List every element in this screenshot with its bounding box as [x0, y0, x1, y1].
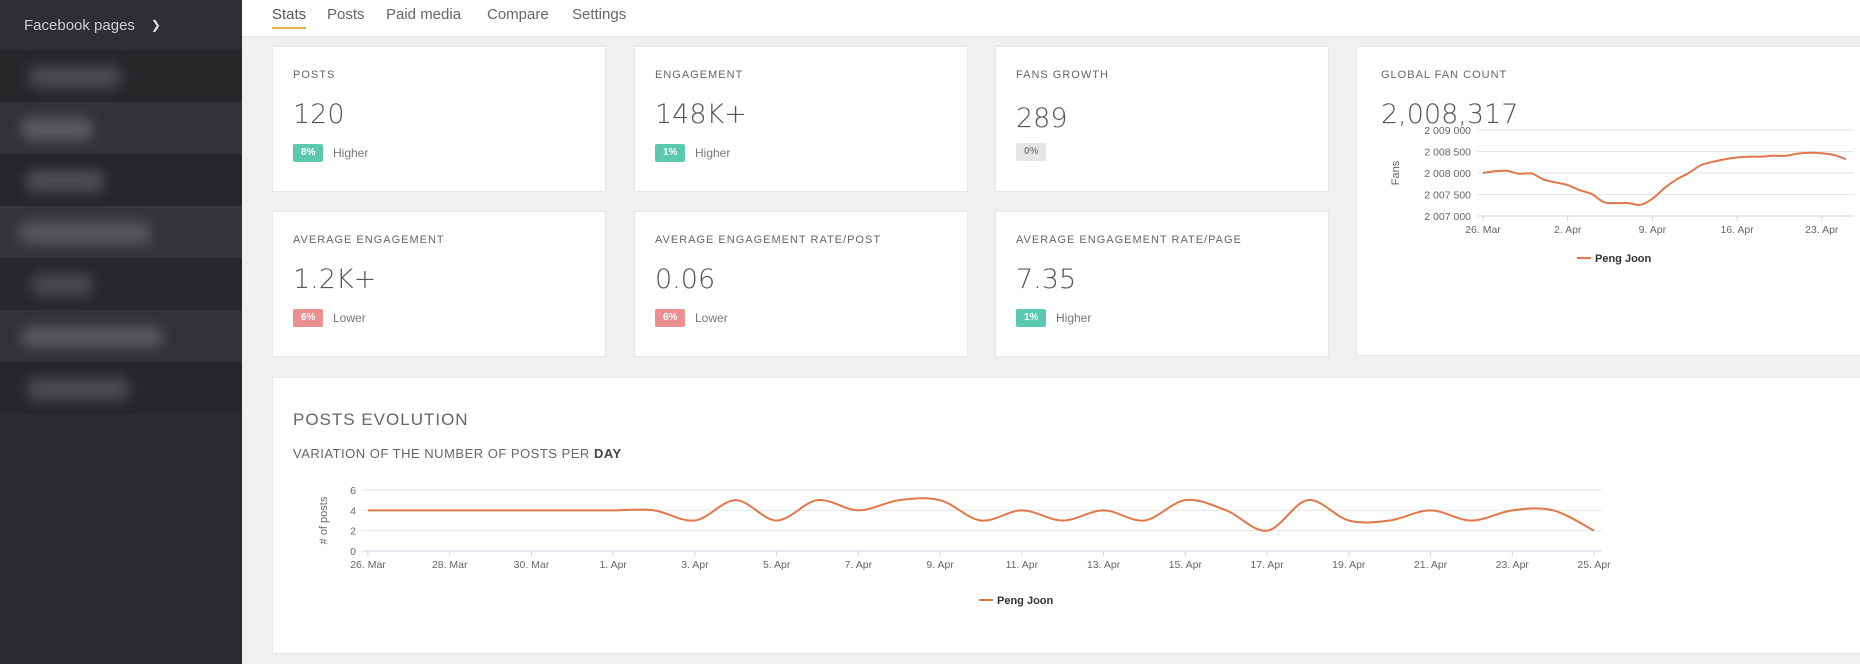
- global-fan-count-value: 2,008,317: [1381, 99, 1519, 130]
- kpi-label: AVERAGE ENGAGEMENT: [293, 234, 445, 246]
- change-badge: 1%: [1016, 309, 1047, 327]
- x-tick-label: 26. Mar: [350, 559, 386, 571]
- sidebar-item[interactable]: [0, 362, 242, 414]
- blurred-page-name: [28, 378, 128, 400]
- kpi-card-average-engagement: AVERAGE ENGAGEMENT 1.2K+ 6% Lower: [272, 211, 606, 357]
- subtitle-period: DAY: [593, 446, 622, 461]
- kpi-label: FANS GROWTH: [1016, 69, 1109, 81]
- kpi-value: 7.35: [1016, 264, 1077, 295]
- x-tick-label: 17. Apr: [1250, 559, 1284, 571]
- sidebar-item[interactable]: [0, 258, 242, 310]
- kpi-card-fans-growth: FANS GROWTH 289 0%: [995, 46, 1329, 192]
- kpi-card-average-engagement-rate-page: AVERAGE ENGAGEMENT RATE/PAGE 7.35 1% Hig…: [995, 211, 1329, 357]
- change-badge: 1%: [655, 144, 686, 162]
- blurred-page-name: [22, 326, 162, 348]
- kpi-value: 120: [293, 99, 345, 130]
- tab-paid-media[interactable]: Paid media: [386, 6, 462, 23]
- blurred-page-name: [22, 118, 92, 140]
- kpi-value: 289: [1016, 103, 1068, 134]
- kpi-value: 0.06: [655, 264, 716, 295]
- sidebar-item[interactable]: [0, 206, 242, 258]
- subtitle-text: VARIATION OF THE NUMBER OF POSTS PER: [293, 446, 590, 461]
- kpi-value: 148K+: [655, 99, 747, 130]
- x-tick-label: 16. Apr: [1720, 224, 1754, 236]
- y-tick-label: 2 008 000: [1424, 168, 1471, 180]
- y-tick-label: 2 007 500: [1424, 190, 1471, 202]
- kpi-label: ENGAGEMENT: [655, 69, 744, 81]
- change-note: Lower: [695, 311, 728, 325]
- sidebar-item[interactable]: [0, 310, 242, 362]
- y-tick-label: 2: [350, 526, 356, 538]
- sidebar-item[interactable]: [0, 50, 242, 102]
- y-tick-label: 6: [350, 485, 356, 497]
- kpi-label: AVERAGE ENGAGEMENT RATE/PAGE: [1016, 234, 1242, 246]
- x-tick-label: 26. Mar: [1465, 224, 1501, 236]
- tab-stats[interactable]: Stats: [272, 6, 307, 29]
- global-fan-count-card: GLOBAL FAN COUNT 2,008,317 2 007 000 2 00…: [1356, 46, 1860, 356]
- kpi-label: POSTS: [293, 69, 336, 81]
- fan-count-chart: 2 007 000 2 007 500 2 008 000 2 008 500 2 00…: [1390, 125, 1854, 265]
- tab-posts[interactable]: Posts: [327, 6, 365, 23]
- x-tick-label: 11. Apr: [1006, 559, 1039, 571]
- kpi-value: 1.2K+: [293, 264, 377, 295]
- x-tick-label: 30. Mar: [514, 559, 550, 571]
- y-tick-label: 0: [350, 546, 356, 558]
- posts-evolution-chart: 0 2 4 6 26. Mar 28. Mar 30. Mar 1. Apr 3. Apr 5. …: [318, 485, 1611, 607]
- x-tick-label: 19. Apr: [1332, 559, 1366, 571]
- y-tick-label: 2 008 500: [1424, 147, 1471, 159]
- blurred-page-name: [32, 274, 92, 296]
- y-tick-label: 2 007 000: [1424, 211, 1471, 223]
- y-tick-label: 2 009 000: [1424, 125, 1471, 137]
- blurred-page-name: [20, 222, 150, 244]
- x-tick-label: 7. Apr: [845, 559, 873, 571]
- kpi-card-engagement: ENGAGEMENT 148K+ 1% Higher: [634, 46, 968, 192]
- global-fan-count-label: GLOBAL FAN COUNT: [1381, 69, 1508, 81]
- x-tick-label: 9. Apr: [926, 559, 954, 571]
- legend-label: Peng Joon: [1595, 253, 1652, 265]
- x-tick-label: 25. Apr: [1577, 559, 1611, 571]
- change-note: Lower: [333, 311, 366, 325]
- top-nav: Stats Posts Paid media Compare Settings: [242, 0, 1860, 37]
- kpi-card-average-engagement-rate-post: AVERAGE ENGAGEMENT RATE/POST 0.06 6% Low…: [634, 211, 968, 357]
- x-tick-label: 1. Apr: [599, 559, 627, 571]
- x-tick-label: 13. Apr: [1087, 559, 1121, 571]
- x-tick-label: 3. Apr: [681, 559, 709, 571]
- kpi-label: AVERAGE ENGAGEMENT RATE/POST: [655, 234, 882, 246]
- posts-evolution-subtitle: VARIATION OF THE NUMBER OF POSTS PER DAY: [293, 446, 622, 461]
- change-note: Higher: [333, 146, 369, 160]
- change-note: Higher: [1056, 311, 1092, 325]
- chevron-down-icon[interactable]: ❯: [150, 18, 161, 32]
- x-tick-label: 9. Apr: [1639, 224, 1667, 236]
- blurred-page-name: [26, 170, 104, 192]
- series-line: [368, 497, 1595, 532]
- sidebar-item[interactable]: [0, 154, 242, 206]
- sidebar-title: Facebook pages: [24, 16, 135, 34]
- series-line: [1482, 151, 1847, 206]
- y-tick-label: 4: [350, 505, 356, 517]
- kpi-card-posts: POSTS 120 8% Higher: [272, 46, 606, 192]
- x-tick-label: 2. Apr: [1554, 224, 1582, 236]
- change-badge: 6%: [655, 309, 686, 327]
- change-note: Higher: [695, 146, 731, 160]
- x-tick-label: 23. Apr: [1496, 559, 1530, 571]
- change-badge: 0%: [1016, 143, 1047, 161]
- sidebar-item[interactable]: [0, 102, 242, 154]
- tab-compare[interactable]: Compare: [487, 6, 549, 23]
- x-tick-label: 21. Apr: [1414, 559, 1448, 571]
- sidebar: Facebook pages ❯: [0, 0, 242, 664]
- x-tick-label: 5. Apr: [763, 559, 791, 571]
- y-axis-title: # of posts: [318, 496, 330, 544]
- x-tick-label: 15. Apr: [1169, 559, 1203, 571]
- facebook-pages-dropdown[interactable]: Facebook pages ❯: [0, 0, 242, 50]
- posts-evolution-card: POSTS EVOLUTION VARIATION OF THE NUMBER …: [272, 377, 1860, 654]
- x-tick-label: 28. Mar: [432, 559, 468, 571]
- blurred-page-name: [30, 66, 120, 88]
- legend-label: Peng Joon: [997, 595, 1054, 607]
- y-axis-title: Fans: [1390, 160, 1402, 185]
- change-badge: 6%: [293, 309, 324, 327]
- x-tick-label: 23. Apr: [1805, 224, 1839, 236]
- tab-settings[interactable]: Settings: [572, 6, 627, 23]
- change-badge: 8%: [293, 144, 324, 162]
- posts-evolution-title: POSTS EVOLUTION: [293, 410, 469, 429]
